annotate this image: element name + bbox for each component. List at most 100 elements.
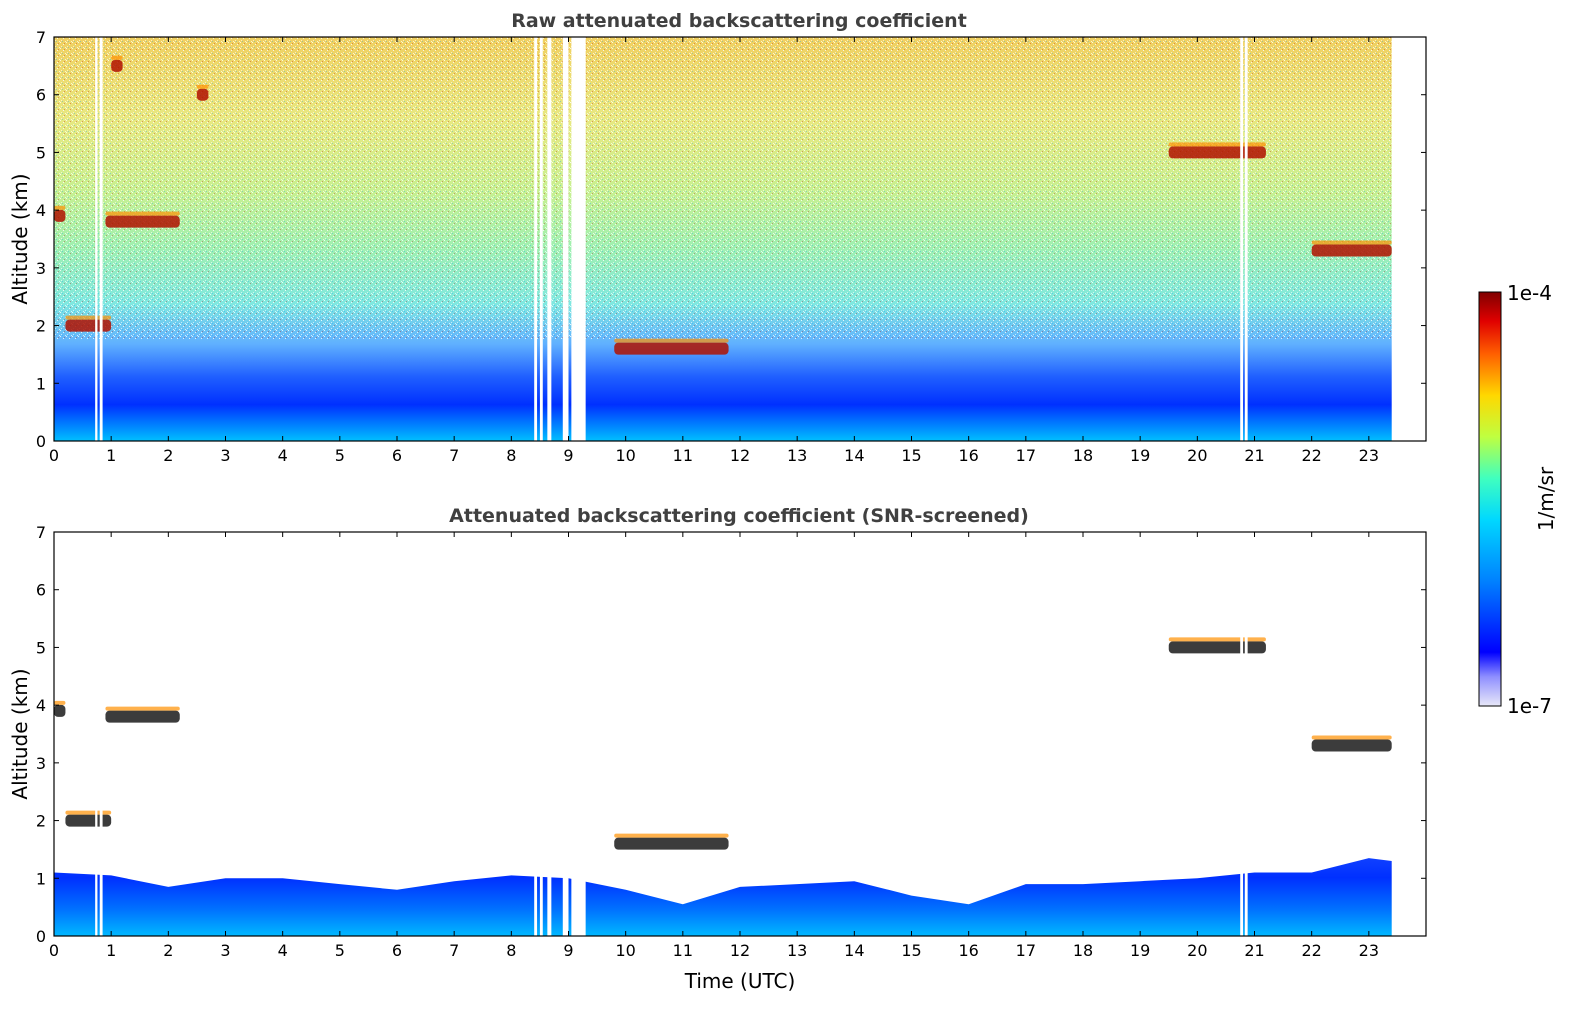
x-tick-label: 3 [220,446,230,465]
x-tick-label: 3 [220,941,230,960]
data-gap [547,532,552,936]
y-tick-label: 4 [36,201,46,220]
x-tick-label: 12 [730,941,750,960]
cloud-layer-edge [54,205,66,210]
x-tick-label: 10 [615,446,635,465]
x-tick-label: 4 [278,446,288,465]
x-tick-label: 21 [1244,446,1264,465]
y-tick-label: 7 [36,28,46,47]
screened-axis-ticks: 0 1 2 3 4 5 6 7 8 9 10 11 12 13 14 15 16 17 18 19 20 21 22 2301… [36,523,1426,960]
x-tick-label: 6 [392,941,402,960]
cloud-layer-edge [1168,637,1266,642]
data-gap [99,37,103,441]
x-tick-label: 17 [1016,446,1036,465]
y-tick-label: 5 [36,143,46,162]
x-tick-label: 22 [1301,941,1321,960]
cloud-layer-edge [105,706,180,711]
x-tick-label: 16 [958,446,978,465]
cloud-layer-edge [111,55,123,60]
x-tick-label: 17 [1016,941,1036,960]
cloud-layer-edge [1168,142,1266,147]
cloud-layer-edge [65,810,112,815]
cloud-layer [1311,739,1392,752]
cloud-layer [1168,146,1266,159]
x-tick-label: 1 [106,941,116,960]
x-tick-label: 5 [335,941,345,960]
cloud-layer [54,209,66,222]
x-tick-label: 15 [901,446,921,465]
cloud-layer-edge [614,833,729,838]
y-tick-label: 2 [36,317,46,336]
x-tick-label: 14 [844,446,864,465]
data-gap [1240,37,1244,441]
raw-axis-ticks: 0 1 2 3 4 5 6 7 8 9 10 11 12 13 14 15 16 17 18 19 20 21 22 2301… [36,28,1426,465]
raw-heatmap [54,37,1392,441]
cloud-layer [1311,244,1392,257]
x-tick-label: 11 [673,941,693,960]
data-gap [571,37,586,441]
x-tick-label: 1 [106,446,116,465]
screened-xlabel: Time (UTC) [684,969,796,993]
x-tick-label: 21 [1244,941,1264,960]
x-tick-label: 20 [1187,941,1207,960]
data-gap [95,532,98,936]
x-tick-label: 18 [1073,941,1093,960]
colorbar-unit-label: 1/m/sr [1534,466,1558,531]
x-tick-label: 10 [615,941,635,960]
x-tick-label: 2 [163,941,173,960]
x-tick-label: 22 [1301,446,1321,465]
cloud-layer-edge [614,338,729,343]
x-tick-label: 6 [392,446,402,465]
x-tick-label: 7 [449,941,459,960]
boundary-layer-area [54,858,1392,936]
x-tick-label: 0 [49,446,59,465]
cloud-layer [614,837,729,850]
cloud-layer-edge [105,211,180,216]
x-tick-label: 16 [958,941,978,960]
colorbar-gradient [1478,291,1502,707]
x-tick-label: 18 [1073,446,1093,465]
cloud-layer [614,342,729,355]
cloud-layer [196,88,209,101]
colorbar-max-label: 1e-4 [1507,281,1552,305]
x-tick-label: 20 [1187,446,1207,465]
x-tick-label: 11 [673,446,693,465]
y-tick-label: 3 [36,754,46,773]
data-gap [562,37,569,441]
x-tick-label: 13 [787,941,807,960]
colorbar: 1e-4 1e-7 1/m/sr [1478,281,1558,718]
data-gap [95,37,98,441]
colorbar-min-label: 1e-7 [1507,694,1552,718]
x-tick-label: 7 [449,446,459,465]
x-tick-label: 9 [563,446,573,465]
screened-axes-frame [53,531,1427,937]
cloud-layer-edge [54,700,66,705]
data-gap [99,532,103,936]
screened-heatmap [54,532,1392,936]
x-tick-label: 8 [506,446,516,465]
x-tick-label: 2 [163,446,173,465]
screened-ylabel: Altitude (km) [8,668,32,799]
x-tick-label: 15 [901,941,921,960]
data-gap [562,532,569,936]
screened-panel-title: Attenuated backscattering coefficient (S… [449,505,1029,527]
x-tick-label: 23 [1359,446,1379,465]
y-tick-label: 2 [36,812,46,831]
cloud-layer-edge [1311,735,1392,740]
x-tick-label: 23 [1359,941,1379,960]
cloud-layer [105,710,180,723]
x-tick-label: 13 [787,446,807,465]
x-tick-label: 19 [1130,446,1150,465]
data-gap [547,37,552,441]
data-gap [539,532,543,936]
cloud-layer [54,704,66,717]
x-tick-label: 14 [844,941,864,960]
y-tick-label: 1 [36,374,46,393]
raw-panel: Raw attenuated backscattering coefficien… [8,10,1427,465]
x-tick-label: 0 [49,941,59,960]
y-tick-label: 1 [36,869,46,888]
x-tick-label: 19 [1130,941,1150,960]
y-tick-label: 5 [36,638,46,657]
x-tick-label: 5 [335,446,345,465]
